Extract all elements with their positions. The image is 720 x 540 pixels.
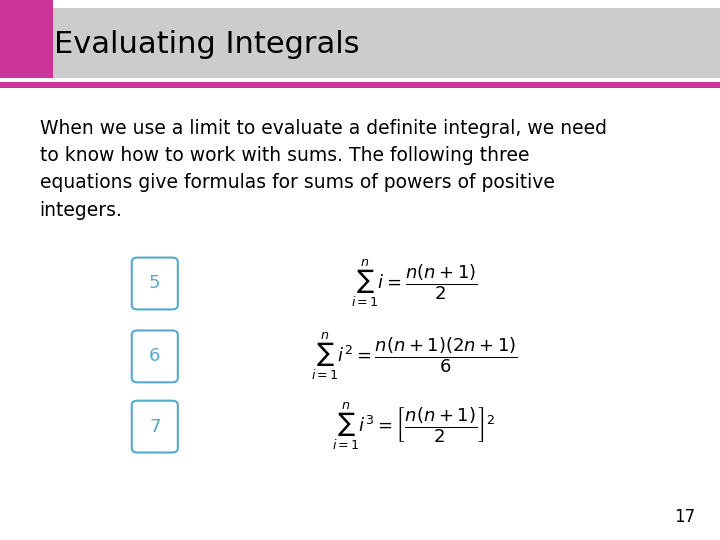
- Text: 7: 7: [149, 417, 161, 436]
- Text: Evaluating Integrals: Evaluating Integrals: [54, 30, 359, 59]
- Text: 17: 17: [674, 509, 695, 526]
- Text: $\sum_{i=1}^{n} i^3 = \left[\dfrac{n(n+1)}{2}\right]^2$: $\sum_{i=1}^{n} i^3 = \left[\dfrac{n(n+1…: [333, 401, 495, 453]
- Text: When we use a limit to evaluate a definite integral, we need
to know how to work: When we use a limit to evaluate a defini…: [40, 119, 606, 220]
- FancyBboxPatch shape: [132, 401, 178, 453]
- Bar: [0, 82, 720, 88]
- FancyBboxPatch shape: [132, 330, 178, 382]
- Bar: [0, 0, 53, 78]
- FancyBboxPatch shape: [132, 258, 178, 309]
- Text: 6: 6: [149, 347, 161, 366]
- Text: $\sum_{i=1}^{n} i^2 = \dfrac{n(n+1)(2n+1)}{6}$: $\sum_{i=1}^{n} i^2 = \dfrac{n(n+1)(2n+1…: [310, 330, 518, 382]
- Bar: [0, 8, 720, 78]
- Text: $\sum_{i=1}^{n} i = \dfrac{n(n+1)}{2}$: $\sum_{i=1}^{n} i = \dfrac{n(n+1)}{2}$: [351, 258, 477, 309]
- Text: 5: 5: [149, 274, 161, 293]
